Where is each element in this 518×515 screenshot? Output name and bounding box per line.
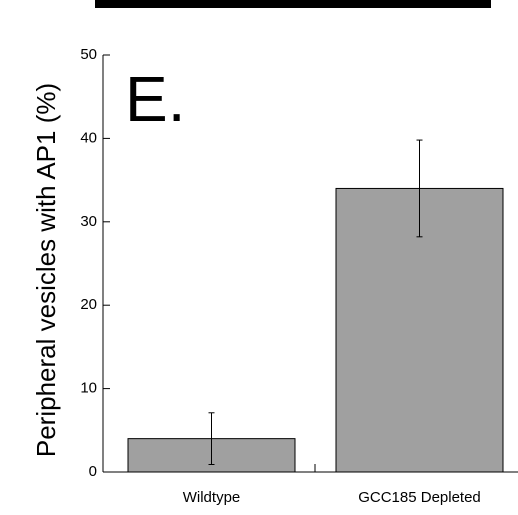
y-tick-label: 30: [80, 213, 97, 230]
x-tick-label: Wildtype: [183, 489, 241, 506]
y-tick-label: 20: [80, 296, 97, 313]
y-tick-label: 50: [80, 46, 97, 63]
y-tick-label: 0: [89, 463, 97, 480]
y-tick-label: 10: [80, 380, 97, 397]
x-tick-label: GCC185 Depleted: [358, 489, 481, 506]
chart: E. Peripheral vesicles with AP1 (%) 0 10 2…: [0, 0, 518, 515]
page: E. Peripheral vesicles with AP1 (%) 0 10 2…: [0, 0, 518, 515]
y-axis-label: Peripheral vesicles with AP1 (%): [31, 83, 61, 457]
panel-label: E.: [125, 63, 185, 135]
image-fragment: [95, 0, 491, 8]
y-tick-label: 40: [80, 129, 97, 146]
